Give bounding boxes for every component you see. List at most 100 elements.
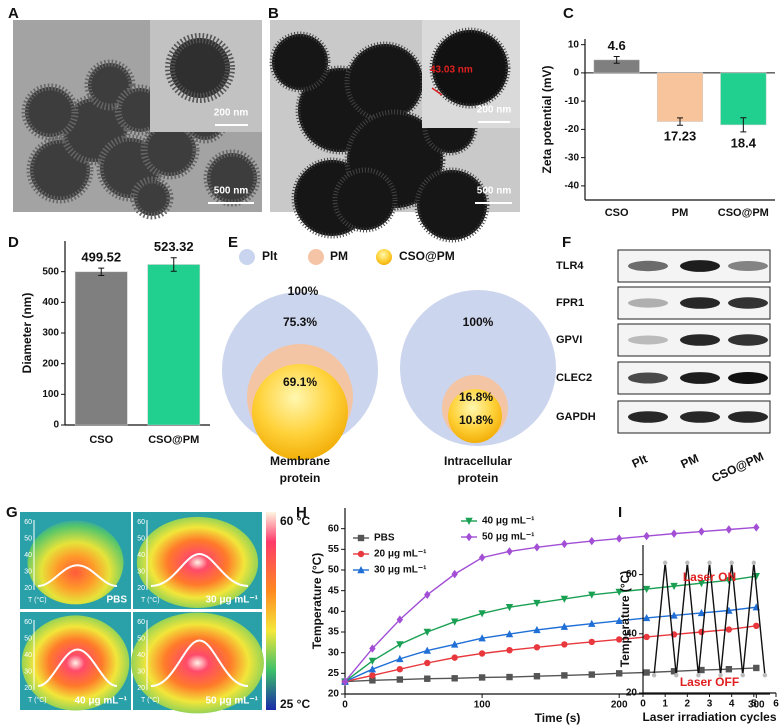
legend-label: 40 μg mL⁻¹ — [482, 516, 535, 527]
nanoparticle — [332, 167, 398, 233]
x-tick-label: PM — [672, 207, 689, 219]
blot-band — [728, 411, 768, 423]
annotation: Laser OFF — [680, 675, 739, 689]
marker — [506, 673, 513, 681]
inset-tick-label: 50 — [137, 535, 145, 542]
marker — [753, 622, 760, 629]
x-tick-label: 100 — [474, 700, 491, 711]
panel-letter: A — [8, 5, 19, 22]
marker — [698, 527, 705, 536]
x-tick-label: 3 — [707, 699, 713, 710]
panel-letter: I — [618, 504, 622, 521]
bar — [74, 271, 128, 426]
inset-tick-label: 60 — [24, 619, 32, 626]
panel-letter: D — [8, 234, 19, 251]
legend-swatch — [308, 249, 324, 265]
inset-tick-label: 50 — [24, 635, 32, 642]
heat-spot — [21, 615, 130, 711]
marker — [670, 611, 678, 619]
marker — [615, 616, 623, 625]
marker — [588, 619, 596, 627]
inset-tick-label: 20 — [137, 585, 145, 592]
error-bar — [98, 267, 105, 276]
blot-band — [728, 297, 768, 309]
image-label: 40 μg mL⁻¹ — [74, 696, 127, 707]
x-axis-label: Laser irradiation cycles — [642, 710, 776, 724]
marker — [674, 673, 679, 678]
marker — [643, 531, 650, 541]
marker — [478, 650, 486, 657]
x-tick-label: 6 — [773, 699, 779, 710]
heat-spot — [27, 520, 124, 605]
marker — [450, 618, 459, 626]
marker — [533, 543, 541, 552]
nanoparticle — [130, 176, 174, 220]
bar — [656, 72, 704, 122]
y-tick-label: 25 — [328, 668, 340, 679]
y-tick-label: 200 — [42, 358, 59, 369]
marker — [751, 560, 757, 565]
percent-label: 69.1% — [283, 375, 317, 389]
error-bar — [613, 56, 620, 64]
y-axis-label: Temperature (°C) — [310, 553, 324, 650]
marker — [753, 664, 760, 672]
nanoparticle — [26, 136, 94, 204]
x-tick-label: 300 — [748, 700, 765, 711]
marker — [561, 539, 568, 549]
blot-band — [680, 411, 720, 423]
nanoparticle — [429, 27, 511, 109]
marker — [588, 536, 595, 546]
marker — [533, 644, 541, 651]
marker — [615, 534, 623, 543]
inset-tick-label: 20 — [24, 685, 32, 692]
blot-band — [628, 411, 668, 423]
legend-label: PBS — [374, 533, 395, 544]
column-label: PM — [679, 451, 701, 471]
marker — [478, 553, 486, 562]
y-tick-label: 40 — [328, 606, 340, 617]
column-label: Plt — [630, 452, 650, 471]
value-label: 4.6 — [608, 38, 626, 53]
blot-band — [628, 260, 668, 272]
marker — [478, 634, 486, 642]
y-tick-label: 40 — [626, 628, 638, 639]
marker — [451, 569, 458, 579]
inset-tick-label: 30 — [137, 668, 145, 675]
bar — [720, 72, 767, 126]
marker — [465, 517, 473, 525]
percent-label: 100% — [288, 284, 319, 298]
marker — [642, 613, 651, 622]
marker — [698, 666, 705, 674]
marker — [697, 608, 706, 617]
marker — [662, 560, 668, 565]
marker — [357, 566, 365, 574]
x-tick-label: 0 — [342, 700, 348, 711]
inset-tick-label: 20 — [24, 585, 32, 592]
x-tick-label: CSO@PM — [148, 434, 199, 446]
legend-swatch — [239, 249, 255, 265]
marker — [643, 669, 650, 676]
percent-label: 16.8% — [459, 390, 493, 404]
inset-tick-label: 30 — [137, 568, 145, 575]
percent-label: 10.8% — [459, 413, 493, 427]
marker — [588, 591, 596, 599]
x-tick-label: 0 — [640, 699, 646, 710]
series-line — [344, 667, 757, 683]
scale-label: 500 nm — [477, 186, 512, 197]
y-tick-label: 60 — [626, 569, 638, 580]
marker — [478, 674, 486, 681]
series-line — [344, 625, 757, 683]
y-tick-label: 100 — [42, 389, 59, 400]
scale-label: 200 nm — [214, 108, 249, 119]
image-label: 50 μg mL⁻¹ — [205, 696, 258, 707]
marker — [478, 610, 486, 618]
y-tick-label: -30 — [565, 152, 580, 163]
inset-axis-label: T (°C) — [28, 696, 47, 704]
marker — [424, 675, 431, 682]
value-label: 18.4 — [731, 135, 757, 150]
legend-label: 20 μg mL⁻¹ — [374, 549, 427, 560]
marker — [396, 676, 404, 683]
marker — [615, 636, 623, 643]
marker — [451, 654, 458, 661]
marker — [505, 604, 514, 612]
